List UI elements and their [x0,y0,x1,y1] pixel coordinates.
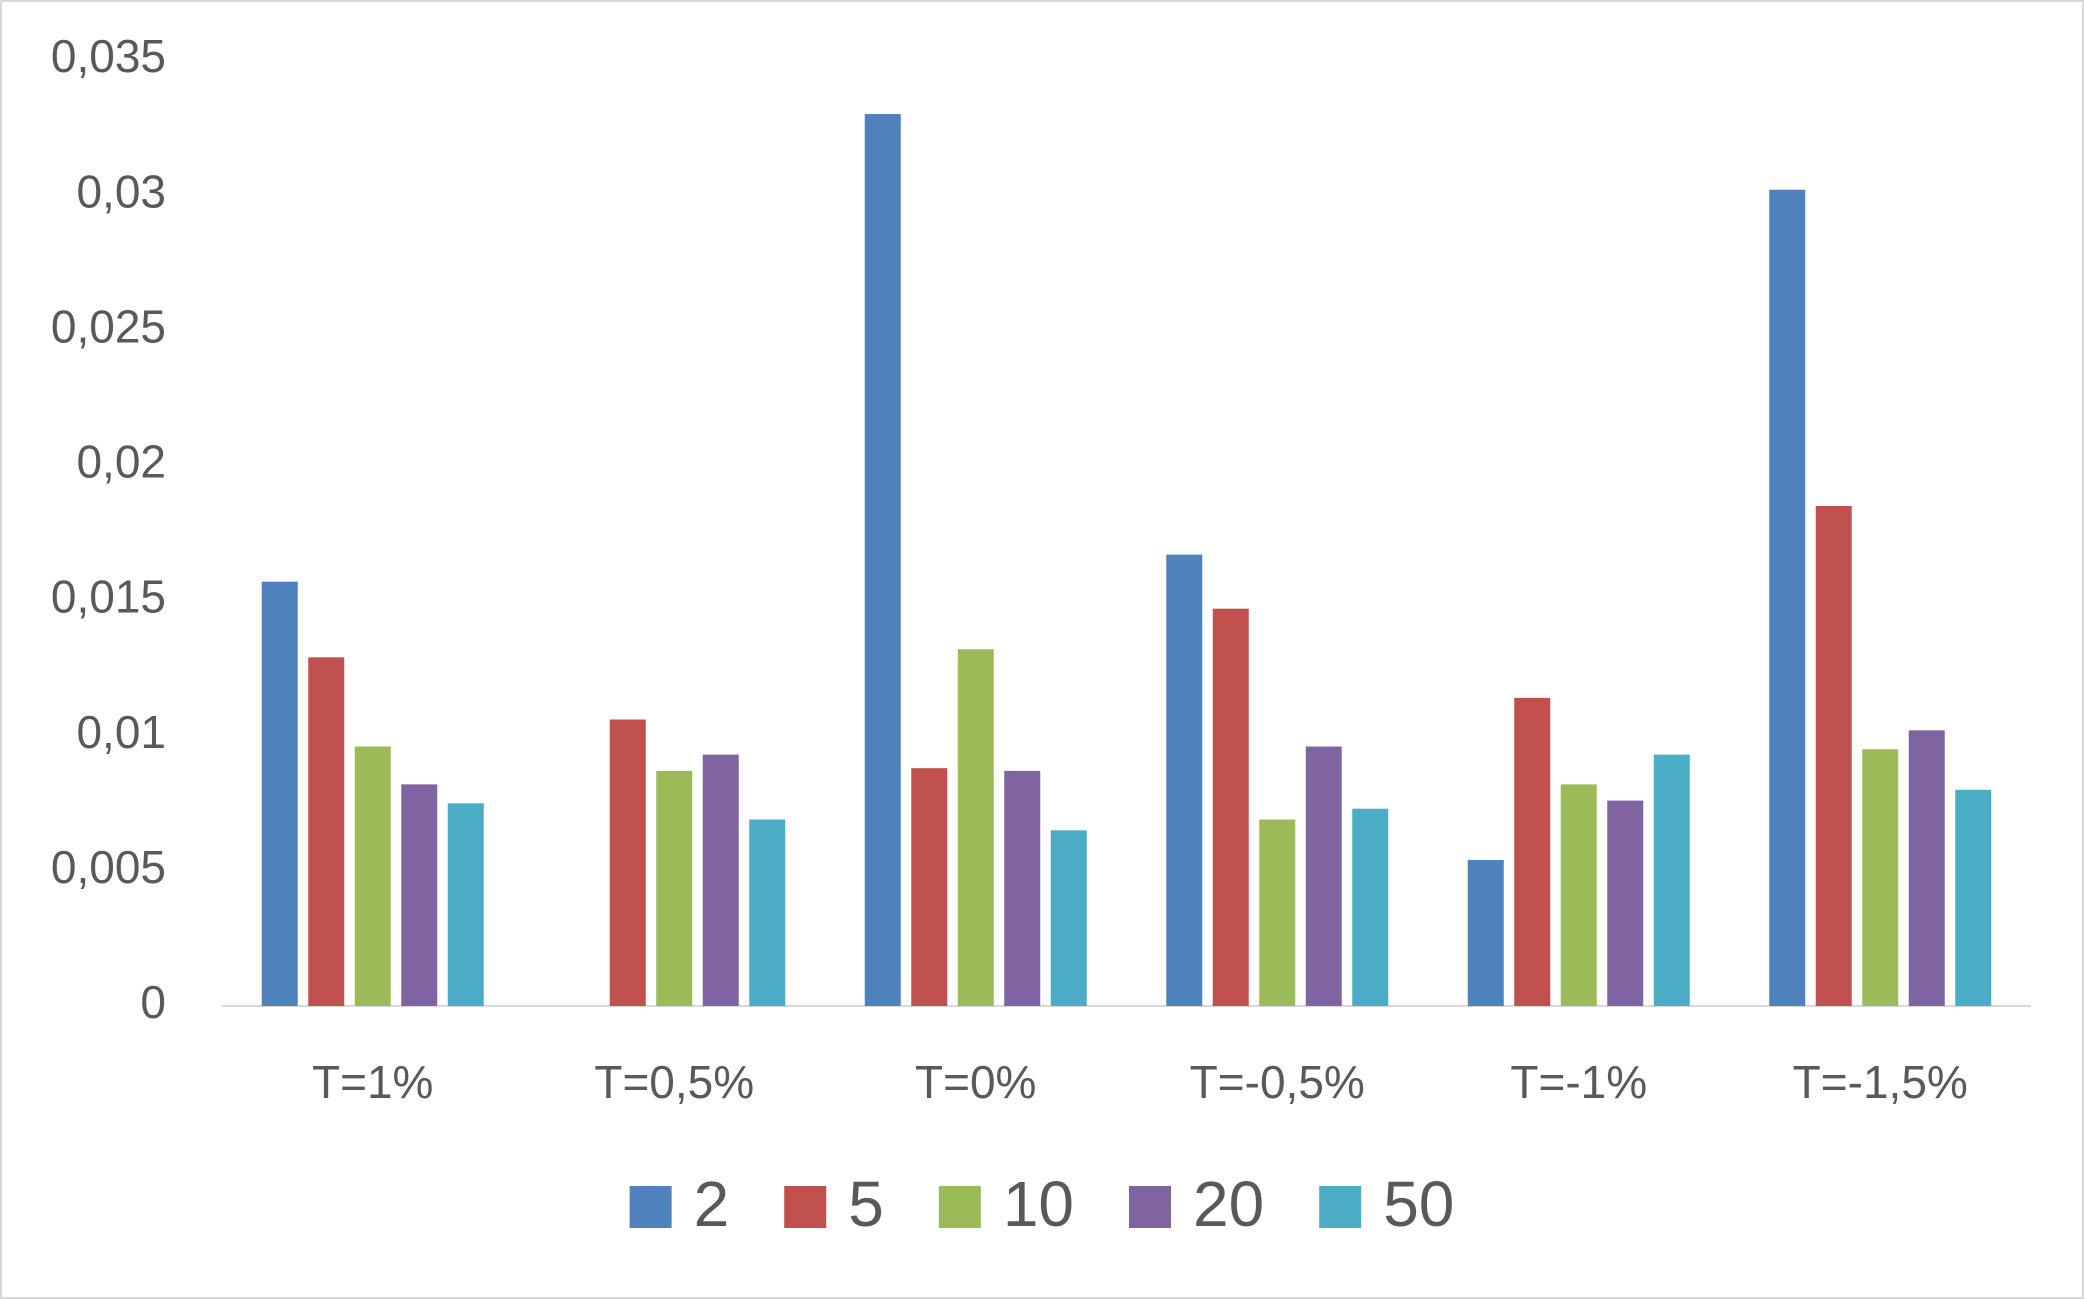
bar [656,770,693,1006]
bar [1653,754,1690,1006]
bar [702,754,739,1006]
x-tick-label: T=0,5% [594,1056,754,1108]
y-tick-label: 0 [140,976,166,1028]
bar [1607,800,1644,1006]
y-tick-label: 0,01 [76,706,166,758]
y-tick-label: 0,02 [76,436,166,488]
y-tick-label: 0,035 [51,30,166,82]
x-tick-label: T=-1,5% [1793,1056,1968,1108]
bar [1352,808,1389,1006]
bar [1815,505,1852,1006]
legend-label: 20 [1193,1168,1264,1240]
bar [1560,784,1597,1006]
bar [1050,830,1087,1006]
bar [1514,697,1551,1006]
x-tick-label: T=-0,5% [1190,1056,1365,1108]
legend-swatch [629,1186,672,1228]
bar [864,114,901,1007]
bar [1955,789,1992,1006]
legend-label: 50 [1383,1168,1454,1240]
bar [401,784,438,1006]
legend-swatch [1319,1186,1362,1228]
bar [308,657,345,1006]
bar [609,719,646,1006]
legend-swatch [938,1186,981,1228]
legend-swatch [1129,1186,1171,1228]
y-tick-label: 0,025 [51,300,166,352]
legend-label: 2 [694,1168,730,1240]
bar [1212,608,1249,1006]
bar [1862,749,1899,1006]
bar [1908,730,1945,1006]
bar [1004,770,1041,1006]
bar [911,768,948,1006]
bar [261,581,298,1006]
bar [749,819,786,1006]
bar [1259,819,1296,1006]
bar [1467,860,1504,1006]
legend-label: 10 [1003,1168,1074,1240]
x-tick-label: T=0% [915,1056,1036,1108]
bar [354,746,391,1006]
y-tick-label: 0,03 [76,165,166,217]
legend-label: 5 [848,1168,884,1240]
bar [1166,554,1203,1006]
legend-swatch [784,1186,827,1228]
bar [447,803,484,1006]
bar [1769,189,1806,1007]
bar [957,649,994,1006]
x-tick-label: T=1% [312,1056,433,1108]
bar [1305,746,1342,1006]
x-tick-label: T=-1% [1510,1056,1647,1108]
y-tick-label: 0,005 [51,841,166,893]
y-tick-label: 0,015 [51,571,166,623]
